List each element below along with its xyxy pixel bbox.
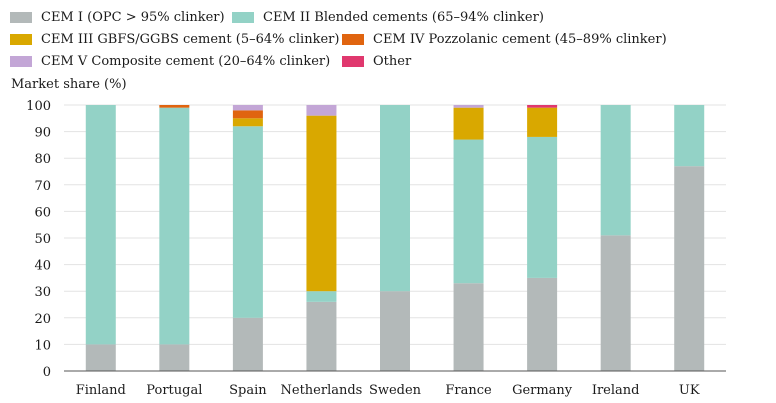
bar-portugal-series-0	[159, 344, 190, 371]
x-tick-label-ireland: Ireland	[592, 383, 640, 398]
y-tick-label-90: 90	[34, 126, 51, 141]
y-axis-label: Market share (%)	[11, 77, 127, 92]
legend-label-cem-ii: CEM II Blended cements (65–94% clinker)	[263, 10, 544, 25]
y-tick-label-100: 100	[26, 99, 51, 114]
legend-item-cem-ii: CEM II Blended cements (65–94% clinker)	[232, 10, 544, 25]
bar-spain-series-2	[232, 118, 263, 127]
y-tick-label-10: 10	[34, 338, 51, 353]
bar-spain-series-4	[232, 105, 263, 111]
bar-netherlands-series-0	[306, 301, 337, 371]
y-tick-label-60: 60	[34, 205, 51, 220]
bar-france-series-1	[453, 139, 484, 284]
x-tick-label-netherlands: Netherlands	[281, 383, 363, 398]
legend-swatch-cem-v	[10, 56, 32, 67]
legend-swatch-other	[342, 56, 364, 67]
legend-label-cem-iii: CEM III GBFS/GGBS cement (5–64% clinker)	[41, 32, 340, 47]
legend-item-cem-iv: CEM IV Pozzolanic cement (45–89% clinker…	[342, 32, 667, 47]
bar-finland-series-0	[85, 344, 116, 371]
legend-item-cem-i: CEM I (OPC > 95% clinker)	[10, 10, 225, 25]
legend-label-cem-i: CEM I (OPC > 95% clinker)	[41, 10, 225, 25]
x-tick-label-finland: Finland	[76, 383, 126, 398]
bar-germany-series-0	[527, 277, 558, 371]
y-tick-label-40: 40	[34, 259, 51, 274]
bar-uk-series-1	[674, 105, 705, 167]
bar-finland-series-1	[85, 105, 116, 345]
bar-france-series-4	[453, 105, 484, 108]
legend-item-cem-v: CEM V Composite cement (20–64% clinker)	[10, 54, 330, 69]
legend-item-cem-iii: CEM III GBFS/GGBS cement (5–64% clinker)	[10, 32, 339, 47]
y-tick-label-70: 70	[34, 179, 51, 194]
y-tick-label-20: 20	[34, 312, 51, 327]
x-tick-label-france: France	[445, 383, 492, 398]
bar-netherlands-series-4	[306, 105, 337, 116]
bar-portugal-series-1	[159, 107, 190, 345]
bar-portugal-series-3	[159, 105, 190, 108]
bar-ireland-series-0	[600, 235, 631, 371]
legend-label-other: Other	[373, 54, 412, 69]
y-tick-label-80: 80	[34, 152, 51, 167]
bar-ireland-series-1	[600, 105, 631, 236]
x-tick-label-sweden: Sweden	[369, 383, 422, 398]
bar-netherlands-series-2	[306, 115, 337, 292]
bar-uk-series-0	[674, 166, 705, 371]
legend-label-cem-iv: CEM IV Pozzolanic cement (45–89% clinker…	[373, 32, 667, 47]
bar-spain-series-1	[232, 126, 263, 318]
legend-label-cem-v: CEM V Composite cement (20–64% clinker)	[41, 54, 331, 69]
bar-france-series-0	[453, 283, 484, 371]
legend-item-other: Other	[342, 54, 411, 69]
bar-germany-series-2	[527, 107, 558, 137]
bar-netherlands-series-1	[306, 291, 337, 302]
bar-germany-series-1	[527, 136, 558, 278]
legend-swatch-cem-i	[10, 12, 32, 23]
x-tick-label-germany: Germany	[512, 383, 573, 398]
x-tick-label-portugal: Portugal	[146, 383, 202, 398]
bar-sweden-series-1	[380, 105, 410, 292]
legend-swatch-cem-iv	[342, 34, 364, 45]
legend-swatch-cem-ii	[232, 12, 254, 23]
bar-spain-series-0	[232, 317, 263, 371]
y-tick-label-0: 0	[43, 365, 51, 380]
y-tick-label-30: 30	[34, 285, 51, 300]
x-tick-label-uk: UK	[679, 383, 700, 398]
x-tick-label-spain: Spain	[229, 383, 267, 398]
legend-swatch-cem-iii	[10, 34, 32, 45]
bar-spain-series-3	[232, 110, 263, 119]
chart-legend: CEM I (OPC > 95% clinker) CEM II Blended…	[10, 6, 770, 72]
bar-sweden-series-0	[380, 291, 410, 371]
bar-france-series-2	[453, 107, 484, 140]
bar-germany-series-5	[527, 105, 558, 108]
y-tick-label-50: 50	[34, 232, 51, 247]
